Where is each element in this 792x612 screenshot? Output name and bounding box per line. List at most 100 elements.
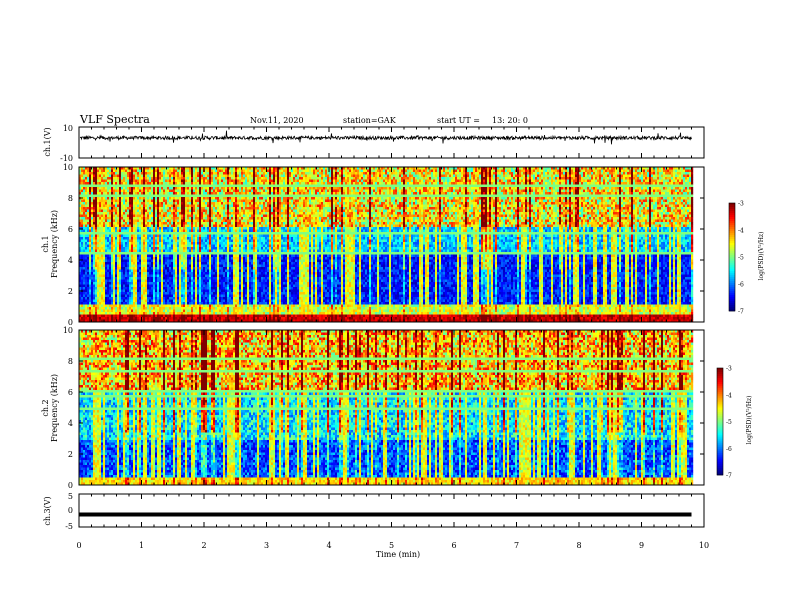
spectrogram-cell [193,212,195,215]
spectrogram-cell [95,217,97,220]
spectrogram-cell [89,220,91,223]
spectrogram-cell [125,192,127,195]
spectrogram-cell [89,170,91,173]
spectrogram-cell [185,302,187,305]
spectrogram-cell [181,315,183,318]
spectrogram-cell [153,242,155,245]
spectrogram-cell [163,222,165,225]
spectrogram-cell [177,205,179,208]
spectrogram-cell [91,290,93,293]
spectrogram-cell [109,262,111,265]
spectrogram-cell [203,310,205,313]
spectrogram-cell [211,222,213,225]
spectrogram-cell [155,312,157,315]
spectrogram-cell [199,265,201,268]
spectrogram-cell [119,202,121,205]
spectrogram-cell [117,260,119,263]
spectrogram-cell [177,275,179,278]
spectrogram-cell [161,252,163,255]
spectrogram-cell [197,172,199,175]
spectrogram-cell [183,237,185,240]
spectrogram-cell [149,247,151,250]
spectrogram-cell [171,202,173,205]
spectrogram-cell [133,205,135,208]
spectrogram-cell [135,272,137,275]
spectrogram-cell [123,192,125,195]
spectrogram-cell [103,315,105,318]
spectrogram-cell [129,205,131,208]
spectrogram-cell [145,215,147,218]
spectrogram-cell [201,177,203,180]
spectrogram-cell [179,170,181,173]
spectrogram-cell [127,292,129,295]
spectrogram-cell [215,187,217,190]
spectrogram-cell [199,260,201,263]
spectrogram-cell [89,295,91,298]
date-label: Nov.11, 2020 [250,116,304,125]
spectrogram-cell [125,250,127,253]
spectrogram-cell [155,242,157,245]
spectrogram-cell [171,277,173,280]
spectrogram-cell [101,237,103,240]
spectrogram-cell [155,280,157,283]
spectrogram-cell [107,220,109,223]
spectrogram-cell [195,255,197,258]
spectrogram-cell [109,280,111,283]
spectrogram-cell [203,247,205,250]
spectrogram-cell [93,182,95,185]
spectrogram-cell [105,202,107,205]
spectrogram-cell [139,195,141,198]
spectrogram-cell [99,210,101,213]
spectrogram-cell [125,207,127,210]
spectrogram-cell [177,212,179,215]
spectrogram-cell [165,255,167,258]
spectrogram-cell [131,190,133,193]
spectrogram-cell [115,290,117,293]
spectrogram-cell [209,217,211,220]
spectrogram-cell [203,272,205,275]
spectrogram-cell [135,192,137,195]
spectrogram-cell [149,282,151,285]
spectrogram-cell [213,272,215,275]
spectrogram-cell [139,207,141,210]
spectrogram-cell [163,250,165,253]
spectrogram-cell [101,190,103,193]
spectrogram-cell [161,240,163,243]
spectrogram-cell [151,200,153,203]
spectrogram-cell [109,232,111,235]
spectrogram-cell [157,200,159,203]
spectrogram-cell [191,222,193,225]
spectrogram-cell [191,310,193,313]
spectrogram-cell [147,287,149,290]
spectrogram-cell [125,267,127,270]
spectrogram-cell [179,192,181,195]
spectrogram-cell [159,235,161,238]
spectrogram-cell [115,187,117,190]
spectrogram-cell [167,312,169,315]
spectrogram-cell [195,182,197,185]
spectrogram-cell [131,305,133,308]
spectrogram-cell [107,287,109,290]
spectrogram-cell [139,215,141,218]
spectrogram-cell [97,310,99,313]
spectrogram-cell [191,265,193,268]
spectrogram-cell [195,315,197,318]
spectrogram-cell [217,275,219,278]
spectrogram-cell [195,212,197,215]
spectrogram-cell [105,252,107,255]
spectrogram-cell [115,197,117,200]
spectrogram-cell [179,292,181,295]
spectrogram-cell [131,282,133,285]
spectrogram-cell [83,275,85,278]
spectrogram-cell [141,295,143,298]
spectrogram-cell [105,255,107,258]
spectrogram-cell [143,212,145,215]
spectrogram-cell [215,310,217,313]
spectrogram-cell [149,315,151,318]
spectrogram-cell [211,317,213,320]
spectrogram-cell [213,192,215,195]
spectrogram-cell [91,277,93,280]
spectrogram-cell [199,237,201,240]
spectrogram-cell [217,247,219,250]
